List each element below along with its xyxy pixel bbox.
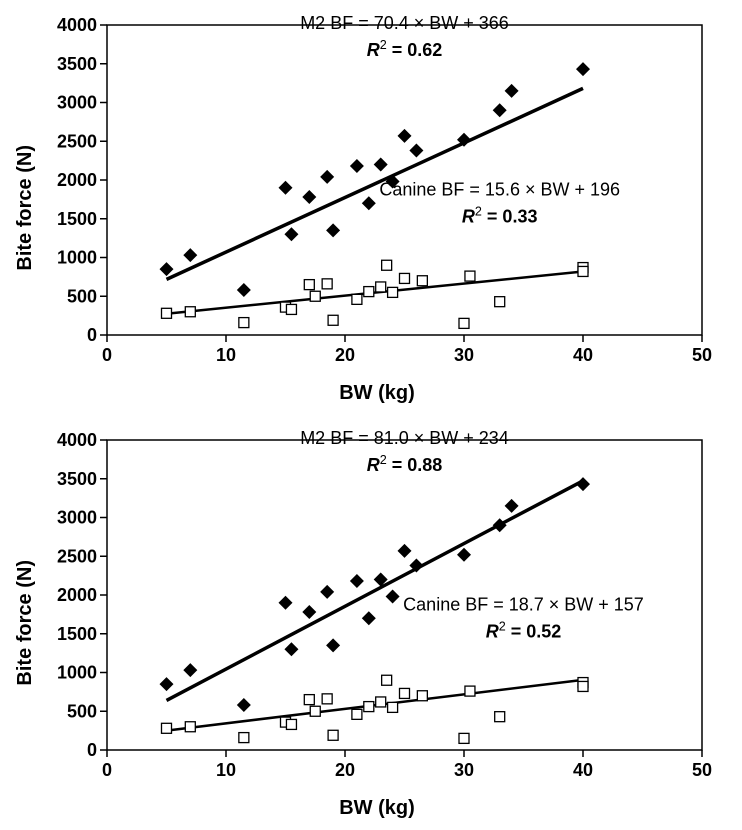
data-point	[376, 282, 386, 292]
data-point	[286, 304, 296, 314]
data-point	[185, 722, 195, 732]
chart-annotation: R2 = 0.62	[367, 38, 443, 60]
svg-text:10: 10	[216, 345, 236, 365]
svg-text:3500: 3500	[57, 469, 97, 489]
data-point	[328, 315, 338, 325]
chart-svg: 0102030405005001000150020002500300035004…	[37, 425, 717, 795]
svg-text:1000: 1000	[57, 663, 97, 683]
data-point	[459, 733, 469, 743]
svg-text:50: 50	[692, 760, 712, 780]
data-point	[578, 266, 588, 276]
data-point	[162, 723, 172, 733]
data-point	[364, 287, 374, 297]
data-point	[162, 308, 172, 318]
data-point	[239, 733, 249, 743]
svg-text:2000: 2000	[57, 170, 97, 190]
svg-text:0: 0	[87, 325, 97, 345]
chart-annotation: Canine BF = 15.6 × BW + 196	[379, 180, 620, 200]
data-point	[185, 307, 195, 317]
svg-text:10: 10	[216, 760, 236, 780]
svg-text:2500: 2500	[57, 546, 97, 566]
chart-top: Bite force (N)01020304050050010001500200…	[10, 10, 732, 405]
data-point	[310, 706, 320, 716]
svg-text:2000: 2000	[57, 585, 97, 605]
svg-text:3000: 3000	[57, 508, 97, 528]
data-point	[364, 702, 374, 712]
y-axis-label: Bite force (N)	[10, 145, 37, 271]
data-point	[322, 694, 332, 704]
svg-text:0: 0	[102, 760, 112, 780]
chart-annotation: M2 BF = 81.0 × BW + 234	[300, 428, 509, 448]
data-point	[304, 280, 314, 290]
svg-text:0: 0	[102, 345, 112, 365]
svg-text:30: 30	[454, 760, 474, 780]
svg-text:500: 500	[67, 701, 97, 721]
svg-text:2500: 2500	[57, 131, 97, 151]
svg-text:40: 40	[573, 760, 593, 780]
x-axis-label: BW (kg)	[37, 797, 717, 820]
data-point	[382, 260, 392, 270]
svg-text:4000: 4000	[57, 430, 97, 450]
chart-annotation: R2 = 0.88	[367, 453, 443, 475]
svg-text:40: 40	[573, 345, 593, 365]
svg-text:1000: 1000	[57, 248, 97, 268]
chart-annotation: R2 = 0.33	[462, 205, 538, 227]
svg-text:500: 500	[67, 286, 97, 306]
data-point	[286, 719, 296, 729]
svg-text:20: 20	[335, 760, 355, 780]
svg-text:1500: 1500	[57, 209, 97, 229]
chart-annotation: Canine BF = 18.7 × BW + 157	[403, 595, 644, 615]
data-point	[239, 318, 249, 328]
data-point	[310, 291, 320, 301]
svg-text:3500: 3500	[57, 54, 97, 74]
data-point	[388, 702, 398, 712]
data-point	[459, 318, 469, 328]
data-point	[578, 681, 588, 691]
svg-text:0: 0	[87, 740, 97, 760]
data-point	[400, 688, 410, 698]
figure: Bite force (N)01020304050050010001500200…	[10, 10, 732, 820]
data-point	[400, 273, 410, 283]
data-point	[328, 730, 338, 740]
data-point	[495, 712, 505, 722]
x-axis-label: BW (kg)	[37, 382, 717, 405]
data-point	[465, 686, 475, 696]
data-point	[352, 709, 362, 719]
svg-text:50: 50	[692, 345, 712, 365]
y-axis-label: Bite force (N)	[10, 560, 37, 686]
data-point	[352, 294, 362, 304]
data-point	[382, 675, 392, 685]
data-point	[388, 287, 398, 297]
svg-text:1500: 1500	[57, 624, 97, 644]
svg-text:4000: 4000	[57, 15, 97, 35]
data-point	[417, 276, 427, 286]
svg-text:30: 30	[454, 345, 474, 365]
data-point	[304, 695, 314, 705]
chart-bottom: Bite force (N)01020304050050010001500200…	[10, 425, 732, 820]
svg-text:3000: 3000	[57, 93, 97, 113]
data-point	[495, 297, 505, 307]
data-point	[322, 279, 332, 289]
chart-svg: 0102030405005001000150020002500300035004…	[37, 10, 717, 380]
data-point	[376, 697, 386, 707]
data-point	[417, 691, 427, 701]
chart-annotation: R2 = 0.52	[486, 620, 562, 642]
chart-annotation: M2 BF = 70.4 × BW + 366	[300, 13, 509, 33]
data-point	[465, 271, 475, 281]
svg-text:20: 20	[335, 345, 355, 365]
